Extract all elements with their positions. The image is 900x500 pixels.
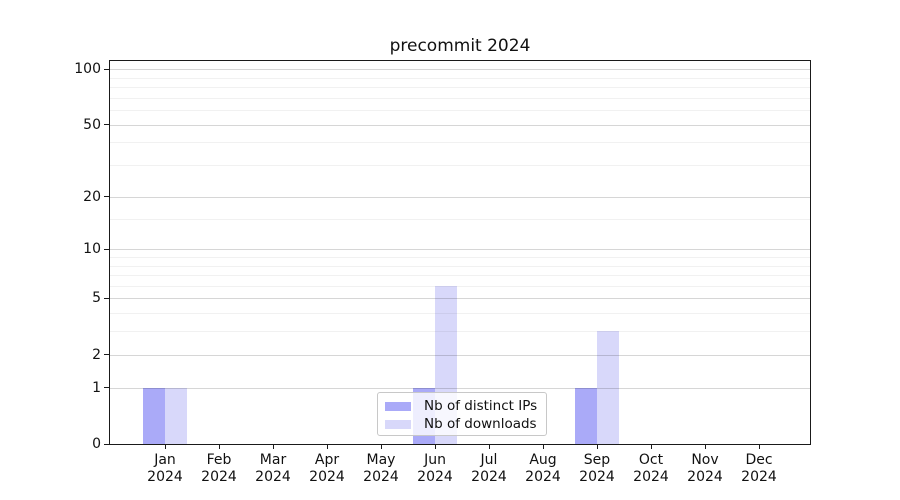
x-axis-tick bbox=[326, 445, 328, 449]
gridline-major bbox=[110, 298, 810, 300]
x-tick-year: 2024 bbox=[363, 469, 399, 485]
legend-swatch-distinct-ips bbox=[385, 401, 411, 411]
y-tick-label: 2 bbox=[92, 346, 101, 363]
x-tick-year: 2024 bbox=[471, 469, 507, 485]
x-tick-month: Sep bbox=[583, 452, 611, 468]
x-tick-label: Jul 2024 bbox=[449, 452, 529, 486]
y-axis-tick bbox=[104, 68, 109, 70]
x-tick-year: 2024 bbox=[579, 469, 615, 485]
x-tick-year: 2024 bbox=[525, 469, 561, 485]
x-tick-month: Jun bbox=[424, 452, 446, 468]
plot-border bbox=[109, 60, 811, 445]
y-axis-tick bbox=[104, 354, 109, 356]
legend-entry-distinct-ips: Nb of distinct IPs bbox=[385, 397, 546, 415]
gridline-minor bbox=[110, 331, 810, 333]
gridline-minor bbox=[110, 313, 810, 315]
x-tick-label: Feb 2024 bbox=[179, 452, 259, 486]
gridline-major bbox=[110, 387, 810, 389]
plot-area: 0 1 2 5 10 20 50 100 Jan 2024 Feb 2024 Mar 2024 Apr 202… bbox=[74, 61, 810, 485]
x-tick-year: 2024 bbox=[687, 469, 723, 485]
x-tick-month: Aug bbox=[529, 452, 557, 468]
x-tick-month: Jan bbox=[154, 452, 176, 468]
x-axis-tick bbox=[596, 445, 598, 449]
y-tick-label: 100 bbox=[74, 61, 101, 77]
x-axis-tick bbox=[218, 445, 220, 449]
gridline-minor bbox=[110, 275, 810, 277]
legend-swatch-downloads bbox=[385, 419, 411, 429]
gridline-major bbox=[110, 354, 810, 356]
x-tick-year: 2024 bbox=[255, 469, 291, 485]
y-tick-label: 0 bbox=[92, 436, 101, 452]
x-tick-label: May 2024 bbox=[341, 452, 421, 486]
gridline-minor bbox=[110, 87, 810, 88]
gridline-minor bbox=[110, 110, 810, 111]
legend-label-distinct-ips: Nb of distinct IPs bbox=[424, 398, 538, 414]
y-tick-label: 1 bbox=[92, 379, 101, 396]
y-axis-tick bbox=[104, 297, 109, 299]
x-axis-tick bbox=[434, 445, 436, 449]
gridline-minor bbox=[110, 77, 810, 79]
x-tick-label: Oct 2024 bbox=[611, 452, 691, 486]
x-tick-year: 2024 bbox=[633, 469, 669, 485]
x-tick-label: Apr 2024 bbox=[287, 452, 367, 486]
x-axis-tick bbox=[380, 445, 382, 449]
x-axis-tick bbox=[164, 445, 166, 449]
x-tick-month: Oct bbox=[638, 452, 664, 468]
x-tick-label: Sep 2024 bbox=[557, 452, 637, 486]
y-tick-label: 5 bbox=[92, 290, 101, 307]
x-tick-month: Apr bbox=[314, 452, 340, 468]
x-tick-month: Feb bbox=[206, 452, 232, 468]
x-axis-tick bbox=[542, 445, 544, 449]
gridline-major bbox=[110, 124, 810, 126]
y-axis-tick bbox=[104, 196, 109, 198]
bar-downloads bbox=[165, 387, 187, 444]
x-tick-label: Aug 2024 bbox=[503, 452, 583, 486]
x-tick-year: 2024 bbox=[741, 469, 777, 485]
x-axis-tick bbox=[272, 445, 274, 449]
x-tick-year: 2024 bbox=[417, 469, 453, 485]
x-tick-month: Mar bbox=[259, 452, 287, 468]
x-axis-tick bbox=[704, 445, 706, 449]
x-tick-month: Jul bbox=[480, 452, 498, 468]
legend: Nb of distinct IPs Nb of downloads bbox=[377, 392, 547, 436]
legend-label-downloads: Nb of downloads bbox=[424, 416, 537, 432]
gridline-minor bbox=[110, 285, 810, 287]
x-tick-label: Mar 2024 bbox=[233, 452, 313, 486]
y-tick-label: 10 bbox=[83, 241, 101, 258]
y-tick-label: 20 bbox=[83, 188, 101, 205]
y-axis-tick bbox=[104, 387, 109, 389]
gridline-major bbox=[110, 249, 810, 251]
legend-entry-downloads: Nb of downloads bbox=[385, 415, 546, 433]
y-tick-label: 50 bbox=[83, 116, 101, 133]
x-tick-label: Jan 2024 bbox=[125, 452, 205, 486]
gridline-major bbox=[110, 196, 810, 198]
gridline-minor bbox=[110, 256, 810, 258]
bar-distinct-ips bbox=[575, 387, 597, 444]
gridline-minor bbox=[110, 165, 810, 166]
x-tick-month: May bbox=[366, 452, 396, 468]
gridline-major bbox=[110, 69, 810, 70]
x-tick-label: Nov 2024 bbox=[665, 452, 745, 486]
y-axis-tick bbox=[104, 124, 109, 126]
x-tick-label: Dec 2024 bbox=[719, 452, 799, 486]
y-axis-tick bbox=[104, 248, 109, 250]
gridline-minor bbox=[110, 142, 810, 144]
x-tick-month: Nov bbox=[691, 452, 719, 468]
x-tick-month: Dec bbox=[745, 452, 773, 468]
y-axis-tick bbox=[104, 443, 109, 445]
x-tick-label: Jun 2024 bbox=[395, 452, 475, 486]
x-axis-tick bbox=[758, 445, 760, 449]
x-tick-year: 2024 bbox=[147, 469, 183, 485]
chart-title: precommit 2024 bbox=[389, 36, 531, 56]
bar-distinct-ips bbox=[143, 387, 165, 444]
gridline-minor bbox=[110, 97, 810, 99]
x-axis-tick bbox=[650, 445, 652, 449]
x-tick-year: 2024 bbox=[201, 469, 237, 485]
bar-downloads bbox=[597, 331, 619, 444]
x-axis-tick bbox=[488, 445, 490, 449]
x-tick-year: 2024 bbox=[309, 469, 345, 485]
gridline-minor bbox=[110, 265, 810, 267]
gridline-minor bbox=[110, 218, 810, 220]
